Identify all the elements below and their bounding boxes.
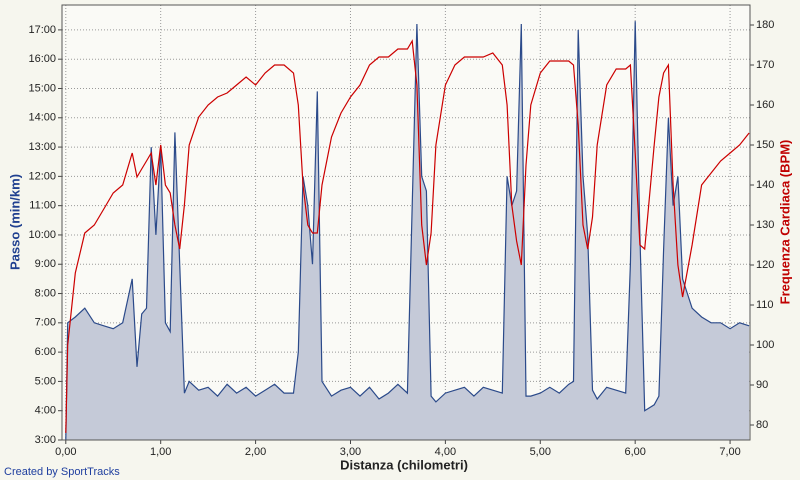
y-tick-label: 11:00 xyxy=(29,200,56,212)
x-tick-label: 0,00 xyxy=(55,446,76,458)
y2-tick-label: 100 xyxy=(756,339,774,351)
y-tick-label: 15:00 xyxy=(28,82,56,94)
x-tick-label: 5,00 xyxy=(530,446,551,458)
y-axis-title: Passo (min/km) xyxy=(7,174,22,270)
y-tick-label: 13:00 xyxy=(28,141,56,153)
plot-border xyxy=(61,4,751,441)
y2-tick-label: 180 xyxy=(756,19,774,31)
y-tick-label: 9:00 xyxy=(35,258,56,270)
y2-tick-label: 120 xyxy=(756,259,774,271)
x-axis-title: Distanza (chilometri) xyxy=(340,457,468,472)
y2-tick-label: 110 xyxy=(756,299,774,311)
y-tick-label: 7:00 xyxy=(35,317,56,329)
x-tick-label: 6,00 xyxy=(624,446,645,458)
x-tick-label: 3,00 xyxy=(340,446,361,458)
y-tick-label: 10:00 xyxy=(28,229,56,241)
y-tick-label: 8:00 xyxy=(35,287,56,299)
y2-tick-label: 130 xyxy=(756,219,774,231)
y2-axis-title: Frequenza Cardiaca (BPM) xyxy=(777,140,792,305)
y2-tick-label: 80 xyxy=(756,419,768,431)
y-tick-label: 4:00 xyxy=(35,405,56,417)
x-tick-label: 2,00 xyxy=(245,446,266,458)
y-tick-label: 5:00 xyxy=(35,375,56,387)
pace-line xyxy=(65,21,750,441)
x-tick-label: 1,00 xyxy=(150,446,171,458)
y2-tick-label: 90 xyxy=(756,379,768,391)
y2-tick-label: 140 xyxy=(756,179,774,191)
y-tick-label: 17:00 xyxy=(28,24,56,36)
heart-rate-line xyxy=(65,39,750,434)
x-tick-label: 4,00 xyxy=(435,446,456,458)
y2-tick-label: 170 xyxy=(756,59,774,71)
footer: Created by SportTracks xyxy=(4,466,120,478)
y2-tick-label: 150 xyxy=(756,139,774,151)
y-tick-label: 12:00 xyxy=(28,170,56,182)
y-tick-label: 16:00 xyxy=(28,53,56,65)
y-tick-label: 6:00 xyxy=(35,346,56,358)
y2-tick-label: 160 xyxy=(756,99,774,111)
y-tick-label: 14:00 xyxy=(28,112,56,124)
y-tick-label: 3:00 xyxy=(35,434,56,446)
x-tick-label: 7,00 xyxy=(719,446,740,458)
